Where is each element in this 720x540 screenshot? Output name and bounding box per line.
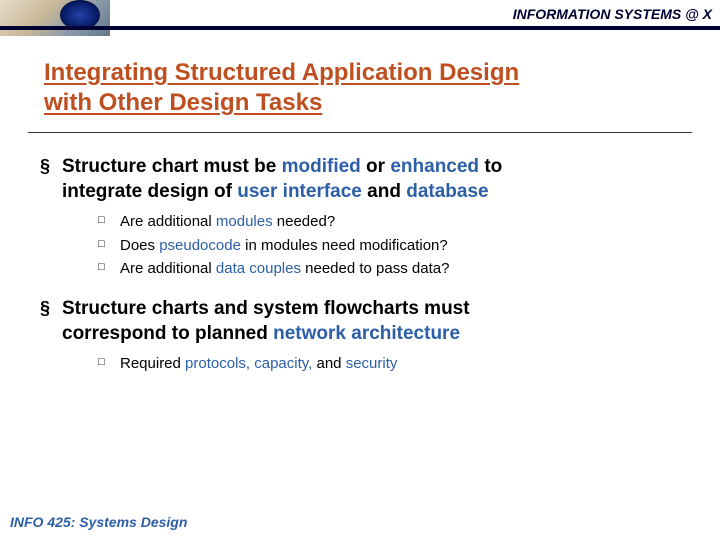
logo-image <box>0 0 110 36</box>
sub-text: Are additional modules needed? <box>120 212 335 232</box>
sub-text: Does pseudocode in modules need modifica… <box>120 236 448 256</box>
bullet-marker: § <box>40 297 62 346</box>
title-line-1: Integrating Structured Application Desig… <box>44 59 519 86</box>
sub-marker: □ <box>98 236 120 256</box>
sub-marker: □ <box>98 354 120 374</box>
sub-list: □ Required protocols, capacity, and secu… <box>98 354 680 374</box>
sub-item: □ Are additional modules needed? <box>98 212 680 232</box>
sub-list: □ Are additional modules needed? □ Does … <box>98 212 680 279</box>
slide-title: Integrating Structured Application Desig… <box>44 58 720 118</box>
sub-item: □ Does pseudocode in modules need modifi… <box>98 236 680 256</box>
bullet-item: § Structure chart must be modified or en… <box>40 155 680 204</box>
title-underline <box>28 132 692 133</box>
sub-text: Required protocols, capacity, and securi… <box>120 354 397 374</box>
header-text: INFORMATION SYSTEMS @ X <box>513 6 712 22</box>
sub-text: Are additional data couples needed to pa… <box>120 259 449 279</box>
bullet-text: Structure chart must be modified or enha… <box>62 155 502 204</box>
sub-marker: □ <box>98 259 120 279</box>
content-area: § Structure chart must be modified or en… <box>40 155 680 374</box>
bullet-text: Structure charts and system flowcharts m… <box>62 297 470 346</box>
bullet-marker: § <box>40 155 62 204</box>
sub-marker: □ <box>98 212 120 232</box>
bullet-item: § Structure charts and system flowcharts… <box>40 297 680 346</box>
title-line-2: with Other Design Tasks <box>44 89 322 116</box>
sub-item: □ Required protocols, capacity, and secu… <box>98 354 680 374</box>
footer-text: INFO 425: Systems Design <box>10 514 187 530</box>
header-divider <box>0 26 720 30</box>
sub-item: □ Are additional data couples needed to … <box>98 259 680 279</box>
